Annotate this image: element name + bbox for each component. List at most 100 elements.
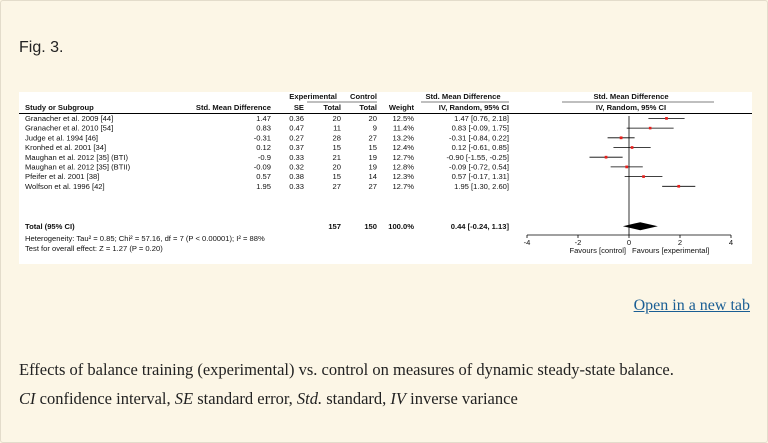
- study-se: 0.38: [289, 172, 304, 181]
- study-n-ctrl: 14: [369, 172, 377, 181]
- total-ci: 0.44 [-0.24, 1.13]: [451, 222, 510, 231]
- study-name: Wolfson et al. 1996 [42]: [25, 182, 105, 191]
- total-n-ctrl: 150: [364, 222, 377, 231]
- study-n-ctrl: 27: [369, 133, 377, 142]
- study-weight: 12.7%: [392, 182, 414, 191]
- study-smd: 1.95: [256, 182, 271, 191]
- heterogeneity-text: Heterogeneity: Tau² = 0.85; Chi² = 57.16…: [25, 234, 265, 243]
- header-plot-method: IV, Random, 95% CI: [596, 103, 666, 112]
- study-n-ctrl: 15: [369, 143, 377, 152]
- study-point-estimate: [665, 117, 668, 120]
- caption-abbreviations: CI confidence interval, SE standard erro…: [19, 389, 518, 408]
- x-tick-label: 0: [627, 238, 631, 247]
- study-point-estimate: [630, 146, 634, 149]
- header-control: Control: [350, 92, 377, 101]
- study-n-exp: 11: [333, 124, 341, 133]
- study-point-estimate: [625, 165, 629, 169]
- study-name: Maughan et al. 2012 [35] (BTII): [25, 163, 131, 172]
- study-ci: -0.09 [-0.72, 0.54]: [449, 163, 509, 172]
- study-n-exp: 15: [333, 172, 341, 181]
- caption-abbr: Std.: [296, 389, 323, 408]
- favours-experimental-label: Favours [experimental]: [632, 246, 709, 255]
- total-diamond: [622, 222, 658, 231]
- study-n-exp: 28: [333, 133, 341, 142]
- study-se: 0.33: [289, 153, 304, 162]
- study-n-ctrl: 19: [369, 163, 377, 172]
- study-n-exp: 21: [333, 153, 341, 162]
- study-n-ctrl: 9: [373, 124, 377, 133]
- header-study: Study or Subgroup: [25, 103, 94, 112]
- study-point-estimate: [619, 136, 623, 140]
- study-ci: -0.90 [-1.55, -0.25]: [447, 153, 509, 162]
- forest-plot-svg: Experimental Control Std. Mean Difference S…: [19, 92, 752, 255]
- header-se: SE: [294, 103, 304, 112]
- caption-abbr-definition: inverse variance: [406, 389, 518, 408]
- study-name: Granacher et al. 2010 [54]: [25, 124, 113, 133]
- study-weight: 12.3%: [392, 172, 414, 181]
- study-n-exp: 20: [333, 163, 341, 172]
- study-n-exp: 27: [333, 182, 341, 191]
- study-se: 0.27: [289, 133, 304, 142]
- study-se: 0.33: [289, 182, 304, 191]
- open-in-new-tab-link[interactable]: Open in a new tab: [633, 297, 750, 314]
- study-smd: 0.12: [256, 143, 271, 152]
- study-ci: -0.31 [-0.84, 0.22]: [449, 133, 509, 142]
- caption-abbr: SE: [174, 389, 194, 408]
- header-smd-group: Std. Mean Difference: [425, 92, 500, 101]
- study-se: 0.37: [289, 143, 304, 152]
- study-weight: 12.8%: [392, 163, 414, 172]
- header-weight: Weight: [389, 103, 415, 112]
- header-plot-group: Std. Mean Difference: [593, 92, 668, 101]
- study-weight: 12.5%: [392, 114, 414, 123]
- study-ci: 0.83 [-0.09, 1.75]: [452, 124, 509, 133]
- study-smd: 1.47: [256, 114, 271, 123]
- study-n-ctrl: 20: [369, 114, 377, 123]
- caption-abbr: IV: [390, 389, 406, 408]
- study-weight: 12.4%: [392, 143, 414, 152]
- x-tick-label: 2: [678, 238, 682, 247]
- forest-plot-figure: Experimental Control Std. Mean Difference S…: [19, 92, 752, 264]
- caption-abbr: CI: [19, 389, 36, 408]
- study-weight: 12.7%: [392, 153, 414, 162]
- study-name: Pfeifer et al. 2001 [38]: [25, 172, 99, 181]
- study-n-ctrl: 27: [369, 182, 377, 191]
- study-smd: 0.57: [256, 172, 271, 181]
- favours-control-label: Favours [control]: [569, 246, 626, 255]
- study-point-estimate: [604, 155, 608, 159]
- study-smd: -0.9: [258, 153, 271, 162]
- study-n-exp: 20: [333, 114, 341, 123]
- study-n-exp: 15: [333, 143, 341, 152]
- study-name: Judge et al. 1994 [46]: [25, 133, 98, 142]
- study-name: Granacher et al. 2009 [44]: [25, 114, 113, 123]
- total-n-exp: 157: [328, 222, 341, 231]
- study-smd: 0.83: [256, 124, 271, 133]
- study-ci: 1.47 [0.76, 2.18]: [454, 114, 509, 123]
- study-smd: -0.09: [254, 163, 271, 172]
- study-smd: -0.31: [254, 133, 271, 142]
- study-se: 0.47: [289, 124, 304, 133]
- study-ci: 0.12 [-0.61, 0.85]: [452, 143, 509, 152]
- study-point-estimate: [677, 184, 681, 188]
- total-label: Total (95% CI): [25, 222, 75, 231]
- x-tick-label: -4: [524, 238, 531, 247]
- x-tick-label: -2: [575, 238, 582, 247]
- study-se: 0.36: [289, 114, 304, 123]
- header-total-exp: Total: [323, 103, 341, 112]
- header-ci-method: IV, Random, 95% CI: [439, 103, 509, 112]
- header-smd: Std. Mean Difference: [196, 103, 271, 112]
- study-weight: 13.2%: [392, 133, 414, 142]
- study-name: Kronhed et al. 2001 [34]: [25, 143, 106, 152]
- caption-abbr-definition: standard,: [322, 389, 391, 408]
- study-name: Maughan et al. 2012 [35] (BTI): [25, 153, 128, 162]
- study-ci: 1.95 [1.30, 2.60]: [454, 182, 509, 191]
- study-n-ctrl: 19: [369, 153, 377, 162]
- header-total-ctrl: Total: [359, 103, 377, 112]
- figure-label: Fig. 3.: [19, 39, 64, 56]
- caption-main-text: Effects of balance training (experimenta…: [19, 360, 674, 379]
- x-tick-label: 4: [729, 238, 733, 247]
- study-point-estimate: [642, 175, 645, 178]
- study-point-estimate: [648, 126, 652, 130]
- study-se: 0.32: [289, 163, 304, 172]
- figure-caption: Effects of balance training (experimenta…: [19, 355, 754, 413]
